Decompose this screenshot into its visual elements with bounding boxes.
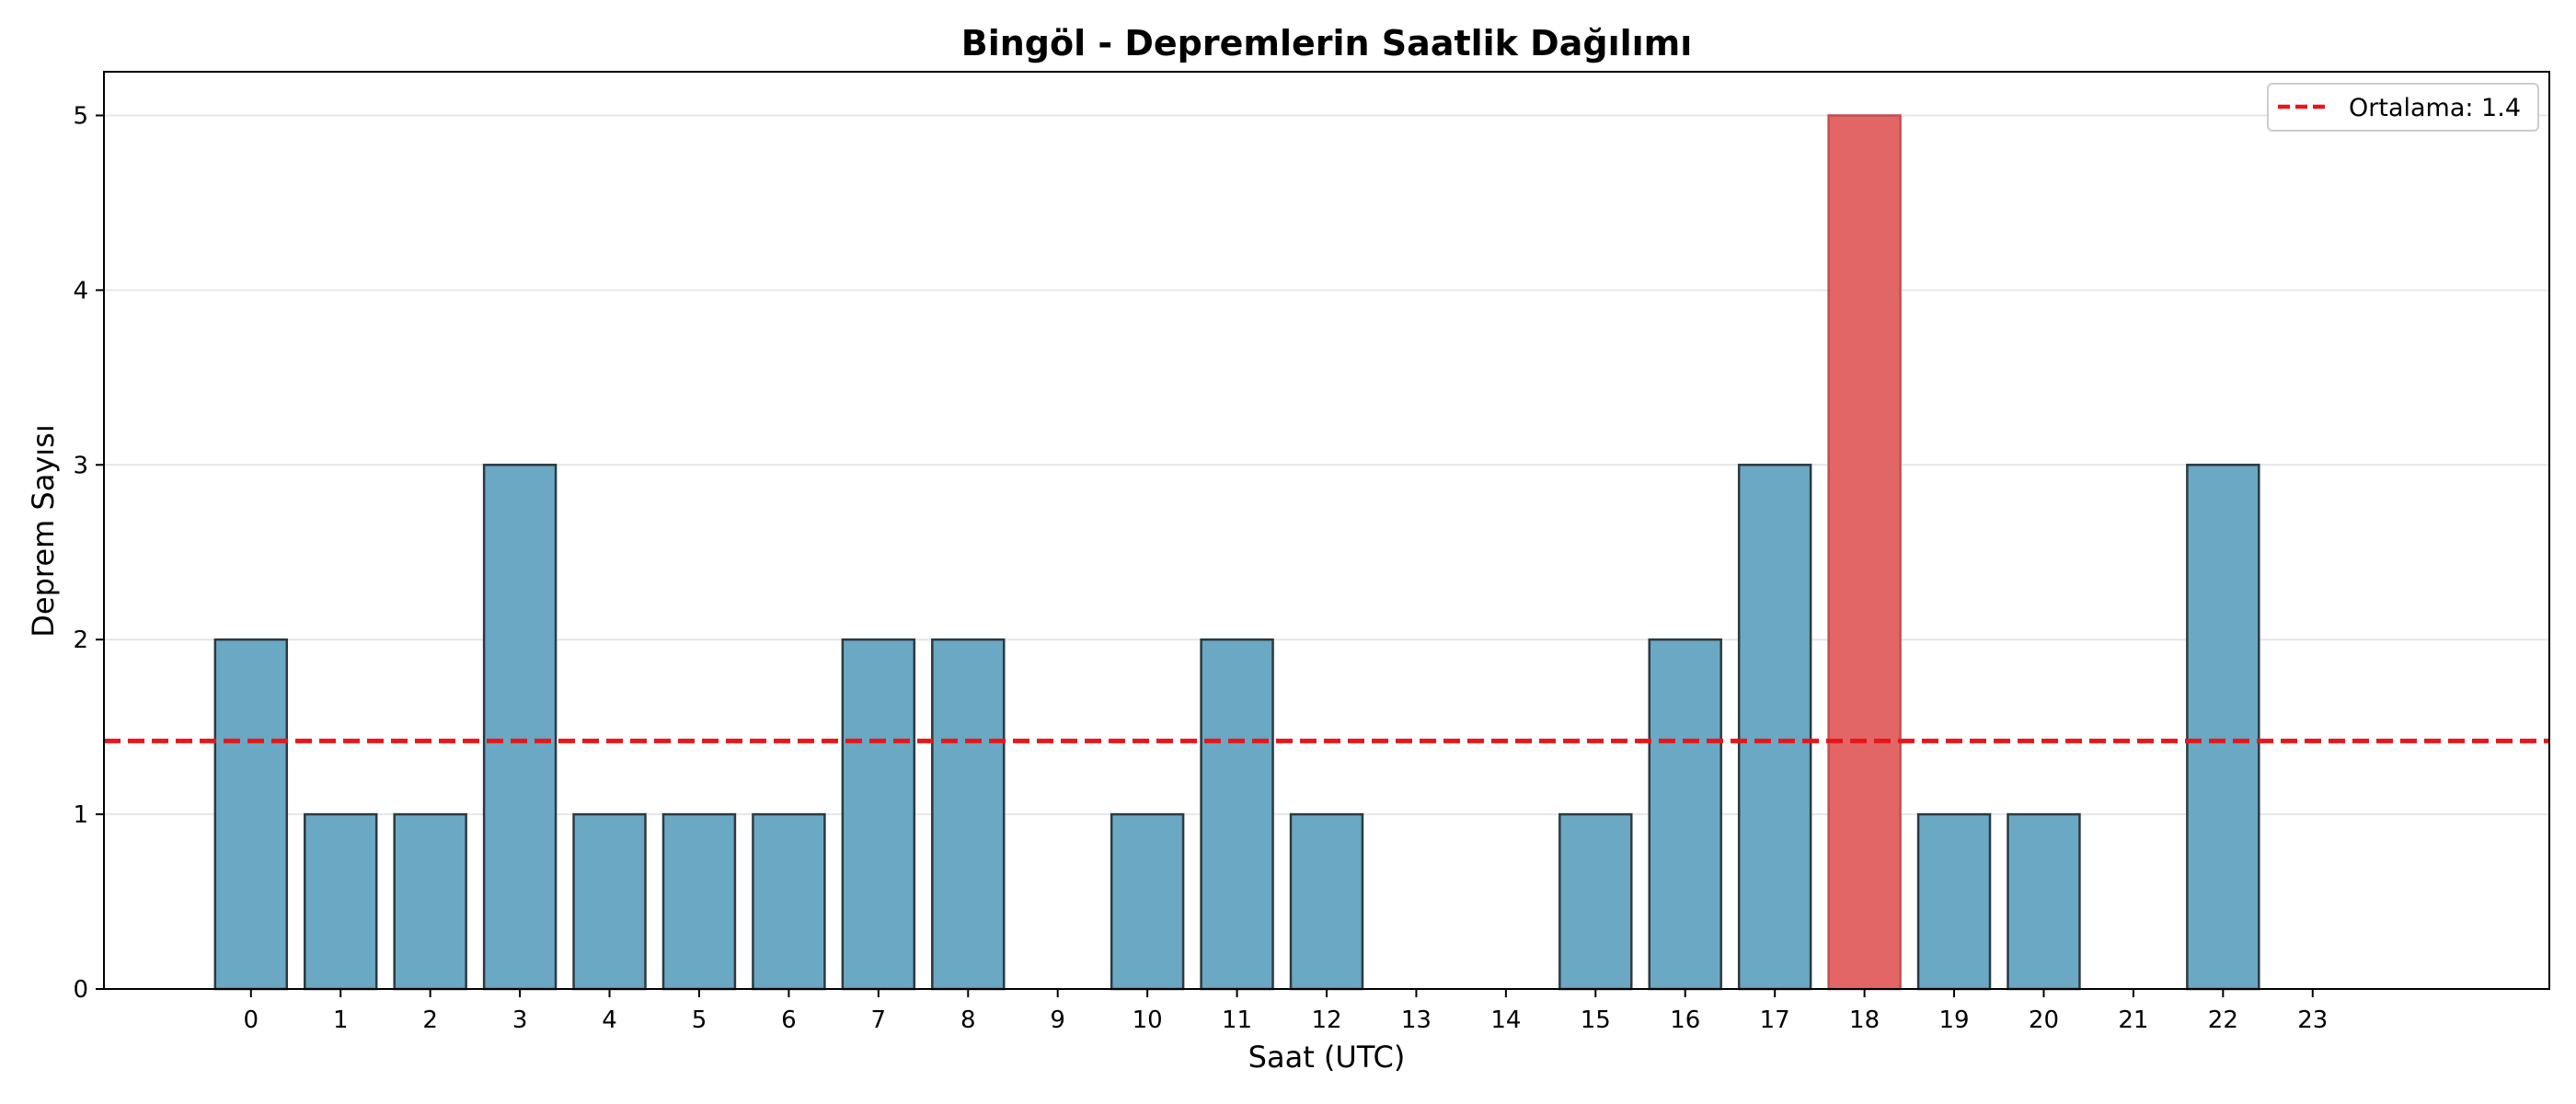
chart-title: Bingöl - Depremlerin Saatlik Dağılımı: [961, 23, 1693, 63]
bar: [1916, 812, 1992, 991]
y-tick-label: 2: [73, 627, 88, 654]
x-tick-label: 7: [871, 1006, 887, 1034]
x-tick-label: 19: [1938, 1006, 1969, 1034]
x-tick-label: 0: [244, 1006, 259, 1034]
x-tick-label: 12: [1311, 1006, 1341, 1034]
x-tick-label: 22: [2208, 1006, 2238, 1034]
bar: [931, 638, 1006, 991]
x-tick-label: 3: [512, 1006, 528, 1034]
x-tick-label: 20: [2029, 1006, 2059, 1034]
bar: [752, 812, 826, 991]
y-tick-label: 0: [73, 976, 88, 1004]
x-axis-ticks: 0 1 2 3 4 5 6 7 8 9 10 11 12 13 14 15 16 17 18 19 20 21 22 23: [244, 989, 2328, 1034]
x-tick-label: 1: [333, 1006, 349, 1034]
x-tick-label: 11: [1222, 1006, 1252, 1034]
x-tick-label: 13: [1401, 1006, 1432, 1034]
bar: [1558, 812, 1633, 991]
bar: [2007, 812, 2081, 991]
bar: [304, 812, 378, 991]
bar: [1110, 812, 1185, 991]
x-tick-label: 4: [602, 1006, 617, 1034]
legend-box: [2267, 83, 2539, 132]
bar: [841, 638, 916, 991]
x-tick-label: 17: [1760, 1006, 1790, 1034]
bar: [661, 812, 737, 991]
x-axis-label: Saat (UTC): [1248, 1040, 1406, 1075]
x-tick-label: 8: [960, 1006, 976, 1034]
x-tick-label: 10: [1133, 1006, 1163, 1034]
bar: [572, 812, 647, 991]
x-tick-label: 9: [1050, 1006, 1065, 1034]
x-tick-label: 14: [1490, 1006, 1521, 1034]
bar: [213, 638, 289, 991]
bar: [1648, 638, 1722, 991]
x-tick-label: 23: [2297, 1006, 2328, 1034]
legend: Ortalama: 1.4: [2267, 83, 2539, 132]
bar: [1289, 812, 1364, 991]
x-tick-label: 15: [1581, 1006, 1611, 1034]
legend-mean-label: Ortalama: 1.4: [2349, 94, 2521, 122]
y-axis-label: Deprem Sayısı: [26, 424, 61, 637]
bar: [2186, 464, 2260, 991]
x-tick-label: 21: [2118, 1006, 2148, 1034]
y-tick-label: 1: [73, 801, 88, 829]
bar: [393, 812, 467, 991]
x-tick-label: 16: [1670, 1006, 1700, 1034]
y-tick-label: 3: [73, 452, 88, 479]
bars: [213, 114, 2260, 991]
bar-highlight: [1827, 114, 1902, 991]
x-tick-label: 2: [422, 1006, 438, 1034]
x-tick-label: 6: [781, 1006, 797, 1034]
y-axis-ticks: 0 1 2 3 4 5: [73, 102, 104, 1004]
x-tick-label: 5: [692, 1006, 707, 1034]
bar: [482, 464, 558, 991]
y-tick-label: 5: [73, 102, 88, 130]
y-tick-label: 4: [73, 277, 88, 305]
bar: [1737, 464, 1812, 991]
x-tick-label: 18: [1849, 1006, 1880, 1034]
bar: [1200, 638, 1274, 991]
